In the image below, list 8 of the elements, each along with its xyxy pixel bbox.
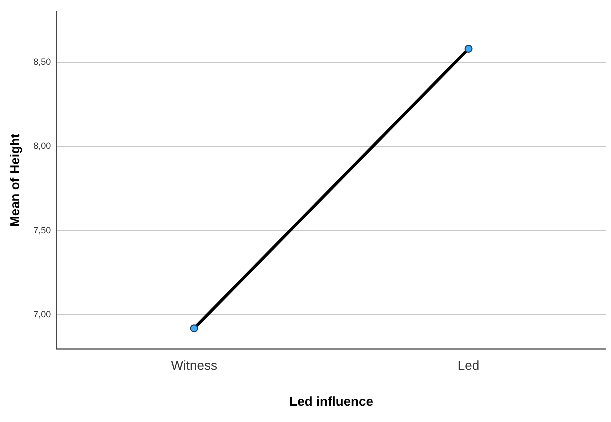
y-tick-label: 7,50: [34, 225, 52, 236]
x-tick-label: Led: [458, 358, 480, 374]
x-tick-label: Witness: [171, 358, 218, 374]
y-tick-label: 8,00: [34, 141, 52, 152]
y-axis-title: Mean of Height: [7, 133, 22, 227]
x-axis-title: Led influence: [290, 394, 374, 409]
y-tick-label: 7,00: [34, 310, 52, 320]
y-tick-label: 8,50: [34, 57, 52, 68]
